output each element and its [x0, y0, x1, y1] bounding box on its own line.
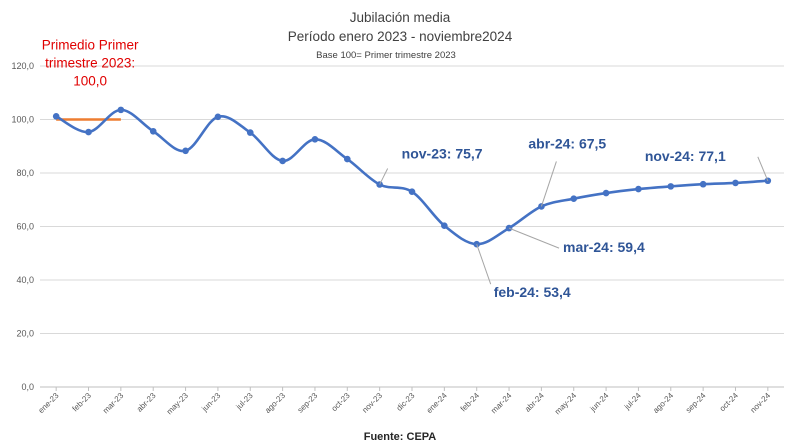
x-tick-label: jun-23 — [200, 391, 223, 414]
chart-note: Base 100= Primer trimestre 2023 — [316, 50, 456, 61]
y-tick-label: 80,0 — [16, 168, 34, 178]
annotation-leader — [540, 161, 557, 207]
x-tick-label: jul-23 — [234, 391, 255, 412]
data-point — [214, 113, 222, 121]
annotations: nov-23: 75,7 abr-24: 67,5 nov-24: 77,1 mar-… — [379, 135, 769, 300]
annotation-leader — [379, 168, 389, 185]
x-tick-label: mar-24 — [489, 391, 514, 416]
x-tick-label: nov-23 — [360, 391, 384, 415]
data-point — [344, 155, 351, 163]
data-point — [311, 135, 319, 143]
x-tick-label: feb-23 — [71, 391, 94, 414]
series-group — [52, 106, 772, 248]
x-tick-label: abr-24 — [523, 391, 546, 414]
source-label: Fuente: CEPA — [364, 431, 437, 443]
chart-subtitle: Período enero 2023 - noviembre2024 — [288, 29, 513, 44]
x-tick-label: may-23 — [165, 391, 191, 417]
x-tick-label: oct-23 — [330, 391, 352, 413]
x-tick-label: abr-23 — [135, 391, 158, 414]
x-tick-label: dic-23 — [395, 391, 417, 413]
annotation-leader — [508, 227, 560, 249]
data-point — [182, 147, 189, 155]
x-tick-label: jul-24 — [622, 391, 643, 412]
data-point — [279, 157, 286, 165]
reference-label: 100,0 — [73, 74, 107, 89]
axes: 0,0 20,0 40,0 60,0 80,0 100,0 120,0 ene-23 feb-2… — [11, 61, 772, 416]
y-tick-label: 120,0 — [11, 61, 34, 71]
y-tick-label: 100,0 — [11, 115, 34, 125]
annotation-leader — [476, 243, 492, 285]
data-point — [85, 128, 92, 136]
y-tick-label: 40,0 — [16, 275, 34, 285]
x-tick-label: ago-23 — [263, 391, 287, 415]
data-point — [149, 127, 157, 135]
x-tick-label: feb-24 — [459, 391, 482, 414]
y-tick-label: 0,0 — [21, 382, 34, 392]
annotation-label: nov-23: 75,7 — [402, 146, 483, 162]
data-point — [570, 195, 578, 202]
reference-label: Primedio Primer — [42, 38, 139, 53]
data-point — [52, 112, 60, 120]
data-point — [699, 180, 707, 188]
data-point — [635, 185, 642, 193]
data-point — [408, 188, 416, 196]
x-tick-label: sep-23 — [296, 391, 320, 415]
x-tick-label: nov-24 — [749, 391, 773, 415]
data-point — [117, 106, 125, 114]
y-tick-label: 60,0 — [16, 222, 34, 232]
annotation-label: abr-24: 67,5 — [528, 135, 606, 151]
x-tick-label: ene-24 — [425, 391, 449, 415]
data-point — [602, 189, 610, 197]
data-point — [732, 179, 739, 187]
data-point — [246, 129, 254, 136]
data-point — [441, 222, 448, 229]
annotation-leader — [757, 156, 769, 181]
gridlines — [40, 65, 784, 388]
x-tick-label: ago-24 — [651, 391, 675, 415]
annotation-label: nov-24: 77,1 — [645, 148, 726, 164]
x-tick-label: jun-24 — [588, 391, 611, 414]
data-point — [667, 183, 675, 190]
reference-label: trimestre 2023: — [45, 56, 135, 71]
x-tick-label: sep-24 — [684, 391, 708, 415]
series-line — [54, 108, 770, 246]
reference-line-group: Primedio Primer trimestre 2023: 100,0 — [42, 38, 139, 121]
annotation-label: mar-24: 59,4 — [563, 239, 645, 255]
annotation-label: feb-24: 53,4 — [494, 284, 571, 300]
chart-title: Jubilación media — [350, 10, 451, 25]
x-tick-label: may-24 — [553, 391, 579, 417]
y-tick-label: 20,0 — [16, 329, 34, 339]
x-tick-label: ene-23 — [37, 391, 61, 415]
x-tick-label: mar-23 — [101, 391, 126, 416]
x-tick-label: oct-24 — [718, 391, 740, 413]
